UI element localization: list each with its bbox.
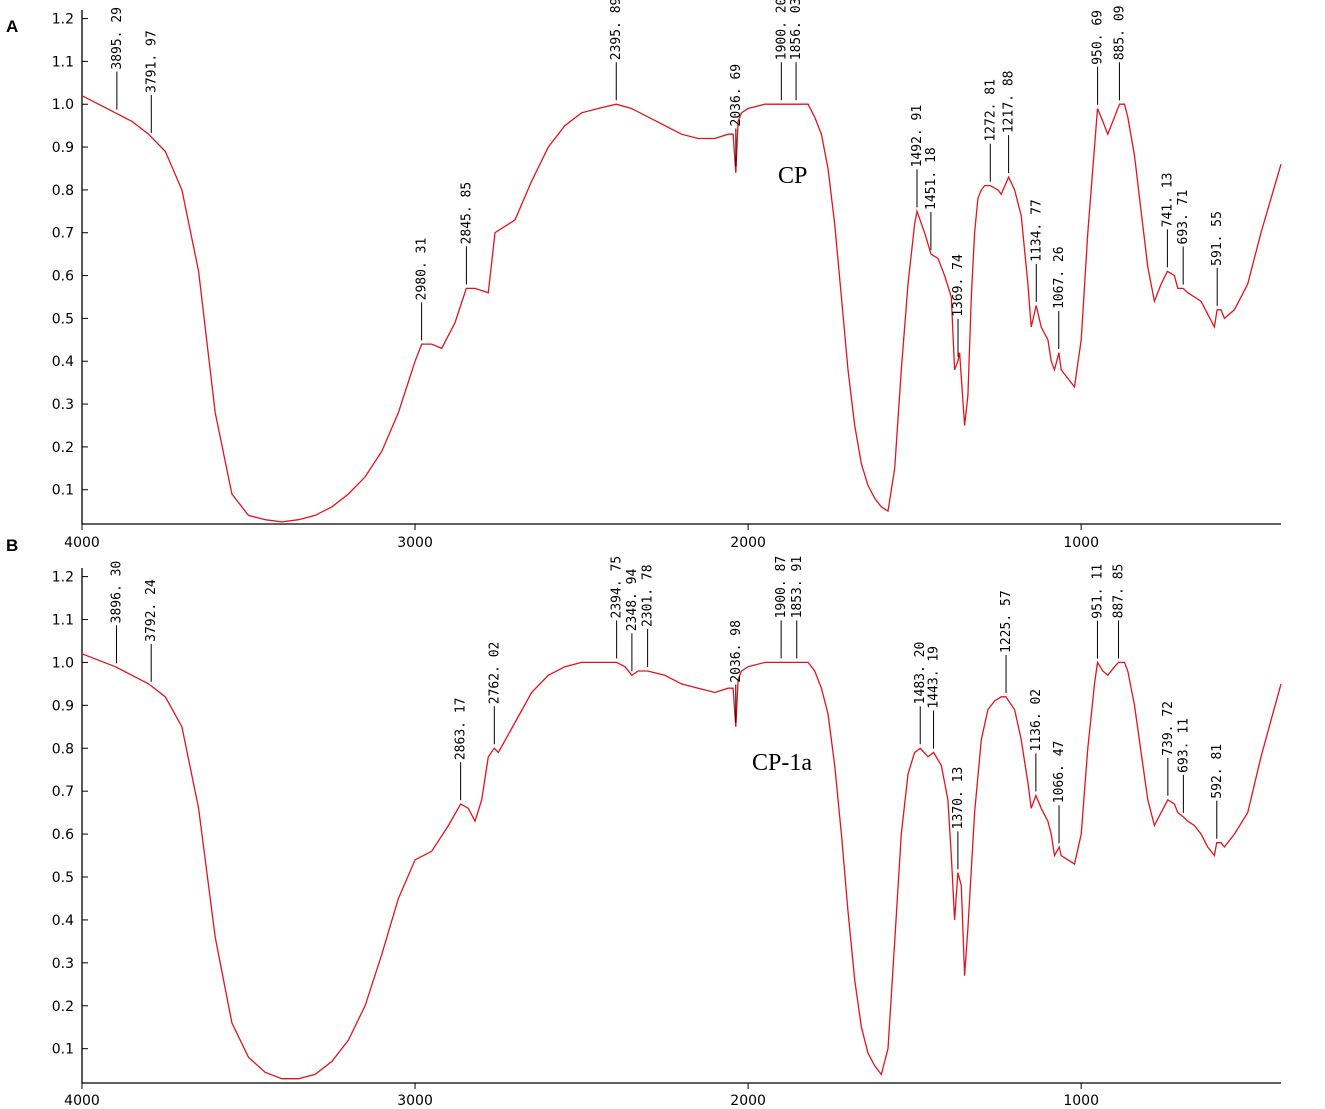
peak-label: 1856. 03 bbox=[789, 0, 804, 60]
y-tick-label: 1.2 bbox=[52, 12, 74, 28]
y-tick-label: 0.3 bbox=[52, 956, 74, 972]
peak-label: 1217. 88 bbox=[1002, 71, 1017, 134]
peak-label: 1066. 47 bbox=[1052, 741, 1067, 804]
peak-label: 591. 55 bbox=[1210, 211, 1225, 266]
y-tick-label: 0.1 bbox=[52, 1042, 74, 1058]
peak-label: 2395. 89 bbox=[609, 0, 624, 60]
peak-label: 2036. 69 bbox=[729, 64, 744, 127]
peak-label: 1853. 91 bbox=[790, 556, 805, 619]
y-tick-label: 1.1 bbox=[52, 54, 74, 70]
peak-label: 2762. 02 bbox=[487, 642, 502, 705]
y-tick-label: 0.6 bbox=[52, 827, 74, 843]
peak-label: 887. 85 bbox=[1112, 564, 1127, 619]
panel-b-axes: 0.1 0.2 0.3 0.4 0.5 0.6 0.7 0.8 0.9 1.0 1.1 1.2 4000… bbox=[52, 568, 1281, 1109]
y-tick-label: 0.5 bbox=[52, 870, 74, 886]
y-tick-label: 0.7 bbox=[52, 784, 74, 800]
peak-label: 1900. 20 bbox=[774, 0, 789, 60]
peak-label: 3792. 24 bbox=[144, 579, 159, 642]
peak-label: 1067. 26 bbox=[1052, 246, 1067, 309]
x-tick-label: 4000 bbox=[64, 535, 100, 551]
peak-label: 1369. 74 bbox=[951, 254, 966, 317]
panel-letter: A bbox=[6, 17, 18, 36]
x-tick-label: 2000 bbox=[730, 535, 766, 551]
peak-label: 739. 72 bbox=[1161, 701, 1176, 756]
peak-label: 3896. 30 bbox=[110, 561, 125, 624]
peak-label: 1225. 57 bbox=[999, 590, 1014, 653]
x-tick-label: 3000 bbox=[397, 535, 433, 551]
peak-label: 1272. 81 bbox=[983, 79, 998, 142]
y-tick-label: 0.1 bbox=[52, 483, 74, 499]
y-tick-label: 1.2 bbox=[52, 570, 74, 586]
peak-label: 2301. 78 bbox=[641, 564, 656, 627]
peak-label: 950. 69 bbox=[1091, 10, 1106, 65]
peak-label: 885. 09 bbox=[1112, 6, 1127, 61]
y-tick-label: 1.0 bbox=[52, 97, 74, 113]
peak-label: 1443. 19 bbox=[927, 646, 942, 709]
x-tick-label: 3000 bbox=[397, 1093, 433, 1109]
y-tick-label: 0.8 bbox=[52, 741, 74, 757]
sample-label: CP-1a bbox=[752, 750, 812, 776]
x-tick-label: 2000 bbox=[730, 1093, 766, 1109]
peak-label: 2845. 85 bbox=[459, 182, 474, 245]
spectrum-line bbox=[81, 95, 1282, 523]
peak-label: 693. 71 bbox=[1176, 190, 1191, 245]
panel-a-axes: 0.1 0.2 0.3 0.4 0.5 0.6 0.7 0.8 0.9 1.0 1.1 1.2 4000… bbox=[52, 10, 1281, 551]
peak-label: 2863. 17 bbox=[454, 698, 469, 761]
x-tick-label: 4000 bbox=[64, 1093, 100, 1109]
y-tick-label: 0.4 bbox=[52, 354, 74, 370]
panel-a: A 0.1 0.2 0.3 0.4 0.5 0.6 0.7 0.8 0.9 1.0 1.1 1.2 40… bbox=[6, 0, 1282, 551]
y-tick-label: 0.9 bbox=[52, 698, 74, 714]
peak-label: 1134. 77 bbox=[1029, 199, 1044, 262]
y-tick-label: 0.6 bbox=[52, 269, 74, 285]
y-tick-label: 0.4 bbox=[52, 913, 74, 929]
peak-label: 1492. 91 bbox=[910, 105, 925, 168]
y-tick-label: 0.2 bbox=[52, 999, 74, 1015]
y-tick-label: 1.0 bbox=[52, 655, 74, 671]
y-tick-label: 0.2 bbox=[52, 440, 74, 456]
peak-label: 592. 81 bbox=[1210, 744, 1225, 799]
y-tick-label: 1.1 bbox=[52, 613, 74, 629]
peak-label: 3791. 97 bbox=[144, 30, 159, 93]
y-tick-label: 0.7 bbox=[52, 226, 74, 242]
peak-label: 1900. 87 bbox=[774, 556, 789, 619]
y-tick-label: 0.3 bbox=[52, 397, 74, 413]
peak-label: 1370. 13 bbox=[951, 767, 966, 830]
sample-label: CP bbox=[778, 163, 807, 189]
spectrum-line bbox=[81, 653, 1282, 1080]
panel-b: B 0.1 0.2 0.3 0.4 0.5 0.6 0.7 0.8 0.9 1.0 1.1 1.2 40… bbox=[6, 536, 1282, 1109]
panel-a-marks: 3895. 29 3791. 97 2980. 31 2845. 85 2395. 89… bbox=[81, 0, 1282, 523]
peak-label: 1136. 02 bbox=[1029, 689, 1044, 752]
peak-label: 2036. 98 bbox=[729, 620, 744, 683]
peak-label: 2348. 94 bbox=[625, 568, 640, 631]
y-tick-label: 0.8 bbox=[52, 183, 74, 199]
peak-label: 1483. 20 bbox=[913, 642, 928, 705]
peak-label: 1451. 18 bbox=[924, 147, 939, 210]
peak-label: 2980. 31 bbox=[415, 238, 430, 301]
panel-b-marks: 3896. 30 3792. 24 2863. 17 2762. 02 2394. 75… bbox=[81, 556, 1282, 1080]
peak-label: 741. 13 bbox=[1160, 173, 1175, 228]
peak-label: 2394. 75 bbox=[610, 556, 625, 619]
peak-label: 951. 11 bbox=[1090, 564, 1105, 619]
x-tick-label: 1000 bbox=[1063, 1093, 1099, 1109]
x-tick-label: 1000 bbox=[1063, 535, 1099, 551]
y-tick-label: 0.5 bbox=[52, 311, 74, 327]
peak-label: 693. 11 bbox=[1176, 718, 1191, 773]
peak-label: 3895. 29 bbox=[110, 7, 125, 70]
panel-letter: B bbox=[6, 536, 18, 555]
y-tick-label: 0.9 bbox=[52, 140, 74, 156]
